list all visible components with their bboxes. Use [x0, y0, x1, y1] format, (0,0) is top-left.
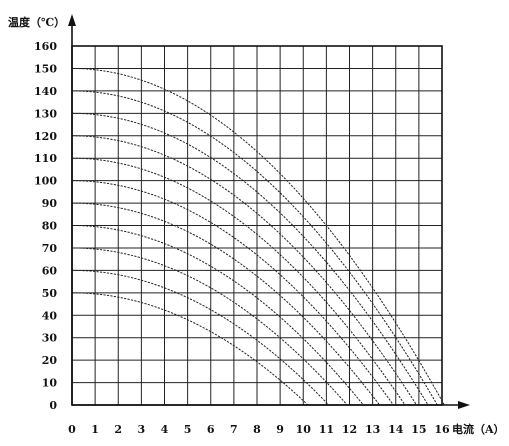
x-tick-label-3: 3: [138, 423, 146, 436]
y-tick-label-40: 40: [42, 309, 58, 322]
x-tick-label-7: 7: [230, 423, 238, 436]
tick-labels: 0 1 2 3 4 5 6 7 8 9 10 11 12 13 14 15 160102030405060708…: [34, 40, 450, 436]
x-tick-label-15: 15: [411, 423, 426, 436]
y-tick-label-50: 50: [42, 287, 58, 300]
y-tick-label-10: 10: [42, 377, 58, 390]
curve-110: [71, 157, 406, 406]
curve-80: [71, 225, 364, 406]
y-tick-label-80: 80: [42, 220, 58, 233]
curve-120: [71, 135, 417, 406]
curve-130: [71, 112, 429, 406]
y-axis-title: 温度（℃）: [8, 15, 65, 29]
curve-100: [71, 180, 394, 406]
x-axis-title: 电流（A）: [452, 422, 505, 436]
curve-140: [71, 90, 438, 406]
x-tick-label-5: 5: [184, 423, 192, 436]
x-tick-label-13: 13: [365, 423, 380, 436]
curve-70: [71, 247, 348, 406]
y-tick-label-20: 20: [42, 354, 58, 367]
y-tick-label-120: 120: [34, 130, 57, 143]
grid: [71, 45, 443, 406]
y-tick-label-130: 130: [34, 107, 57, 120]
curve-150: [71, 67, 445, 406]
x-tick-label-8: 8: [253, 423, 261, 436]
axes: [68, 14, 470, 409]
x-tick-label-12: 12: [342, 423, 357, 436]
x-axis-arrow: [458, 401, 470, 409]
x-tick-label-14: 14: [388, 423, 404, 436]
curve-50: [71, 292, 309, 406]
y-tick-label-0: 0: [49, 399, 57, 412]
y-tick-label-110: 110: [34, 152, 57, 165]
y-tick-label-100: 100: [34, 175, 57, 188]
curve-60: [71, 269, 330, 406]
x-tick-label-10: 10: [296, 423, 312, 436]
y-tick-label-70: 70: [42, 242, 58, 255]
x-tick-label-4: 4: [161, 423, 169, 436]
y-tick-label-30: 30: [42, 332, 58, 345]
y-tick-label-160: 160: [34, 40, 57, 53]
x-tick-label-1: 1: [91, 423, 99, 436]
x-tick-label-6: 6: [207, 423, 215, 436]
x-tick-label-11: 11: [319, 423, 334, 436]
x-tick-label-16: 16: [434, 423, 450, 436]
curves: [71, 67, 445, 406]
x-tick-label-2: 2: [114, 423, 122, 436]
y-tick-label-150: 150: [34, 62, 57, 75]
x-tick-label-9: 9: [276, 423, 284, 436]
y-axis-arrow: [68, 14, 76, 26]
y-tick-label-140: 140: [34, 85, 57, 98]
x-tick-label-0: 0: [68, 423, 76, 436]
y-tick-label-90: 90: [42, 197, 58, 210]
y-tick-label-60: 60: [42, 264, 58, 277]
